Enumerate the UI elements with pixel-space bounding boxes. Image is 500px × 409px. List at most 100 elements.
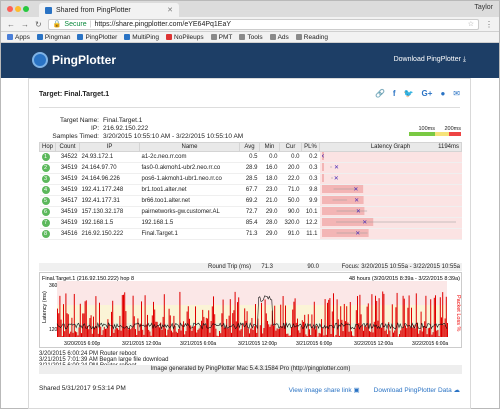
maximize-window-button[interactable] [23, 6, 29, 12]
facebook-icon[interactable]: f [392, 89, 396, 98]
profile-name[interactable]: Taylor [474, 4, 493, 11]
forward-icon[interactable]: → [21, 19, 29, 29]
bookmark-ads[interactable]: Ads [269, 33, 289, 41]
bookmark-star-icon[interactable]: ☆ [467, 21, 474, 28]
table-row[interactable]: 2 34519 24.164.97.70 fas0-0.akmoh1-ubr2.neo… [39, 162, 462, 174]
table-row[interactable]: 5 34517 192.41.177.31 br66.too1.alter.net 69… [39, 195, 462, 207]
packet-loss-bar [150, 335, 152, 337]
table-row[interactable]: 8 34516 216.92.150.222 Final.Target.1 71.3 29… [39, 228, 462, 240]
col-pl[interactable]: PL% [301, 142, 320, 152]
packet-loss-bar [415, 293, 417, 337]
packet-loss-bar [118, 329, 120, 337]
packet-loss-bar [273, 325, 274, 337]
packet-loss-bar [381, 327, 382, 337]
col-ip[interactable]: IP [79, 142, 140, 152]
download-pingplotter-link[interactable]: Download PingPlotter ⤓ [394, 56, 466, 64]
bookmark-pingplotter[interactable]: PingPlotter [77, 34, 117, 41]
bookmark-nopileups[interactable]: NoPileups [166, 34, 204, 41]
round-trip-row: Round Trip (ms) 71.3 90.0 Focus: 3/20/20… [39, 263, 462, 271]
address-bar-row: ← → ↻ 🔒 Secure | https://share.pingplott… [1, 17, 499, 32]
x-tick-labels: 3/20/2015 6:00p 3/21/2015 12:00a 3/21/2015… [64, 341, 448, 347]
apps-icon [7, 34, 13, 40]
bookmark-multiping[interactable]: MultiPing [124, 34, 159, 41]
packet-loss-bar [78, 327, 80, 337]
packet-loss-bar [143, 334, 145, 337]
twitter-icon[interactable]: 🐦 [403, 89, 414, 98]
col-hop[interactable]: Hop [39, 142, 56, 152]
packet-loss-bar [426, 334, 428, 337]
bookmark-tools[interactable]: Tools [239, 34, 263, 41]
table-row[interactable]: 3 34519 24.164.96.226 pos6-1.akmoh1-ubr1.ne… [39, 173, 462, 185]
hop-ip: 216.92.150.222 [79, 228, 140, 240]
ytick-bottom: 120 [49, 327, 58, 333]
email-icon[interactable]: ✉ [453, 89, 460, 98]
packet-loss-bar [315, 329, 316, 337]
packet-loss-bar [425, 295, 427, 337]
col-name[interactable]: Name [139, 142, 240, 152]
packet-loss-bar [184, 334, 186, 337]
packet-loss-bar [195, 306, 196, 337]
x-tick-label: 3/21/2015 6:00a [180, 341, 216, 347]
packet-loss-bar [113, 332, 115, 337]
col-min[interactable]: Min [259, 142, 280, 152]
close-tab-icon[interactable]: ✕ [167, 7, 173, 14]
bookmark-pingman[interactable]: Pingman [36, 33, 71, 41]
reddit-icon[interactable]: ● [440, 89, 446, 98]
packet-loss-bar [311, 314, 313, 337]
packet-loss-bar [409, 327, 411, 337]
bookmark-label: Ads [277, 33, 289, 41]
google-plus-icon[interactable]: G+ [421, 89, 433, 98]
packet-loss-bar [73, 293, 75, 337]
packet-loss-bar [420, 311, 422, 337]
packet-loss-bar [191, 330, 193, 337]
bookmark-label: Pingman [44, 33, 71, 41]
packet-loss-bar [108, 324, 110, 337]
packet-loss-bar [172, 332, 174, 337]
pingplotter-logo[interactable]: PingPlotter [32, 52, 116, 68]
close-window-button[interactable] [7, 6, 13, 12]
table-row[interactable]: 7 34519 192.168.1.5 192.168.1.5 85.4 28.0 320.… [39, 217, 462, 229]
link-icon[interactable]: 🔗 [374, 89, 385, 98]
packet-loss-bar [274, 305, 276, 337]
packet-loss-bar [292, 309, 294, 337]
hop-latency-svg: ✕ [321, 185, 363, 193]
packet-loss-bar [109, 335, 111, 337]
back-icon[interactable]: ← [7, 19, 15, 29]
packet-loss-bar [214, 314, 216, 337]
window-controls [7, 6, 31, 14]
table-row[interactable]: 4 34519 192.41.177.248 br1.too1.alter.net 67… [39, 184, 462, 196]
bookmark-reading[interactable]: Reading [295, 34, 328, 41]
menu-icon[interactable]: ⋮ [485, 19, 493, 29]
col-count[interactable]: Count [55, 142, 80, 152]
packet-loss-bar [322, 327, 324, 337]
packet-loss-bar [321, 319, 322, 337]
round-trip-cur: 90.0 [307, 264, 319, 270]
address-bar[interactable]: 🔒 Secure | https://share.pingplotter.com… [47, 18, 479, 30]
download-data-link[interactable]: Download PingPlotter Data ☁ [374, 386, 460, 394]
hop-latency-svg: ✕ [321, 229, 369, 237]
table-row[interactable]: 1 34522 24.93.172.1 a1-2c.neo.rr.com 0.5 0.0 0… [39, 151, 462, 163]
hop-count: 34519 [55, 217, 80, 229]
url-text[interactable]: https://share.pingplotter.com/eYE64Pq1Ea… [94, 20, 232, 28]
packet-loss-bar [99, 302, 100, 337]
col-avg[interactable]: Avg [239, 142, 260, 152]
view-share-link[interactable]: View image share link ▣ [289, 386, 360, 394]
packet-loss-bar [154, 309, 156, 337]
bookmark-apps[interactable]: Apps [7, 34, 30, 41]
minimize-window-button[interactable] [15, 6, 21, 12]
packet-loss-bars [57, 291, 448, 337]
packet-loss-bar [331, 311, 333, 337]
table-row[interactable]: 6 34519 157.130.32.178 pairnetworks-gw.cust… [39, 206, 462, 218]
col-cur[interactable]: Cur [279, 142, 302, 152]
packet-loss-bar [226, 318, 228, 337]
browser-tab[interactable]: Shared from PingPlotter ✕ [39, 3, 179, 17]
reload-icon[interactable]: ↻ [35, 19, 42, 29]
packet-loss-bar [142, 329, 144, 337]
packet-loss-bar [353, 336, 355, 337]
packet-loss-bar [126, 326, 128, 337]
bookmark-pmt[interactable]: PMT [210, 34, 232, 41]
packet-loss-bar [269, 326, 271, 337]
packet-loss-bar [358, 323, 360, 337]
packet-loss-bar [168, 308, 170, 337]
packet-loss-bar [222, 299, 224, 337]
